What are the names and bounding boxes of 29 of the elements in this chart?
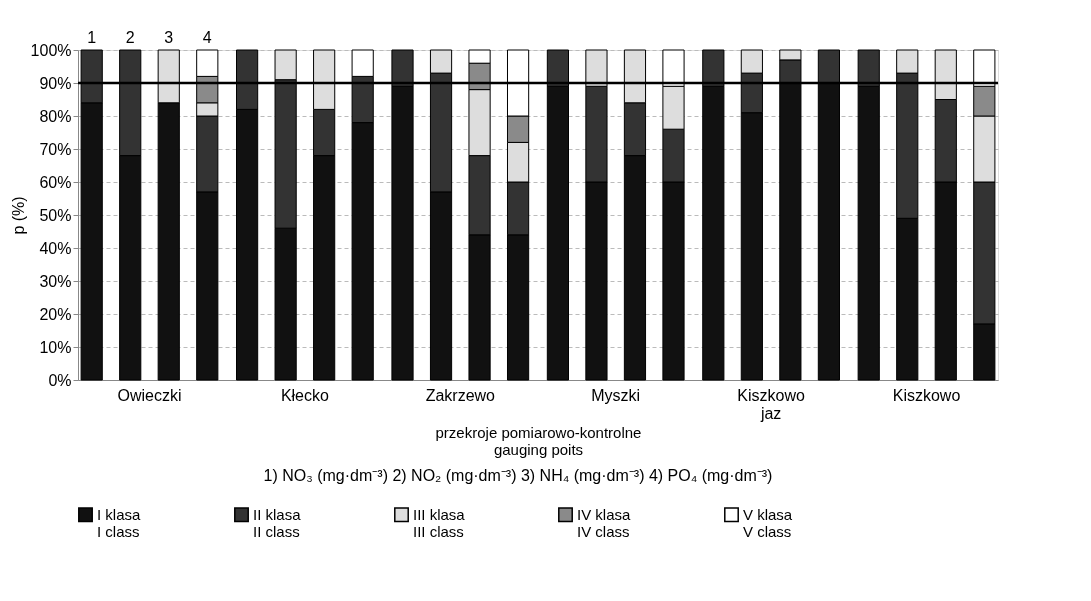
legend-label: IV klasa IV class — [577, 505, 632, 540]
legend-label: V klasa V class — [743, 505, 793, 540]
text: Kiszkowo — [892, 387, 961, 404]
legend-label: III klasa III class — [413, 505, 466, 540]
y-tick-label: 20% — [39, 305, 72, 323]
y-axis-title: p (%) — [9, 196, 27, 235]
legend-label: I klasa I class — [97, 505, 142, 540]
text: Zakrzewo — [425, 387, 496, 404]
x-tick-label: 1 — [87, 29, 97, 46]
legend-label: II klasa II class — [253, 505, 302, 540]
text: Owieczki — [117, 387, 182, 404]
x-tick-label: 3 — [164, 29, 174, 46]
y-tick-label: 90% — [39, 74, 72, 92]
text: Myszki — [591, 387, 641, 404]
text: Kłecko — [280, 387, 329, 404]
x-tick-label: 4 — [202, 29, 212, 46]
y-tick-label: 30% — [39, 272, 72, 290]
text: Kiszkowo jaz — [737, 387, 805, 422]
y-tick-label: 100% — [30, 41, 72, 59]
y-tick-label: 40% — [39, 239, 72, 257]
y-tick-label: 0% — [48, 371, 72, 389]
x-axis-title: przekroje pomiarowo-kontrolne gauging poits — [435, 423, 642, 458]
text: 1) NO₃ (mg·dm⁻³) 2) NO₂ (mg·dm⁻³) 3) NH₄ (mg·dm⁻³) 4) PO₄ (mg·dm⁻³) — [263, 467, 773, 484]
y-tick-label: 60% — [39, 173, 72, 191]
y-tick-label: 80% — [39, 107, 72, 125]
y-tick-label: 50% — [39, 206, 72, 224]
y-tick-label: 70% — [39, 140, 72, 158]
x-tick-label: 2 — [125, 29, 135, 46]
y-tick-label: 10% — [39, 338, 72, 356]
